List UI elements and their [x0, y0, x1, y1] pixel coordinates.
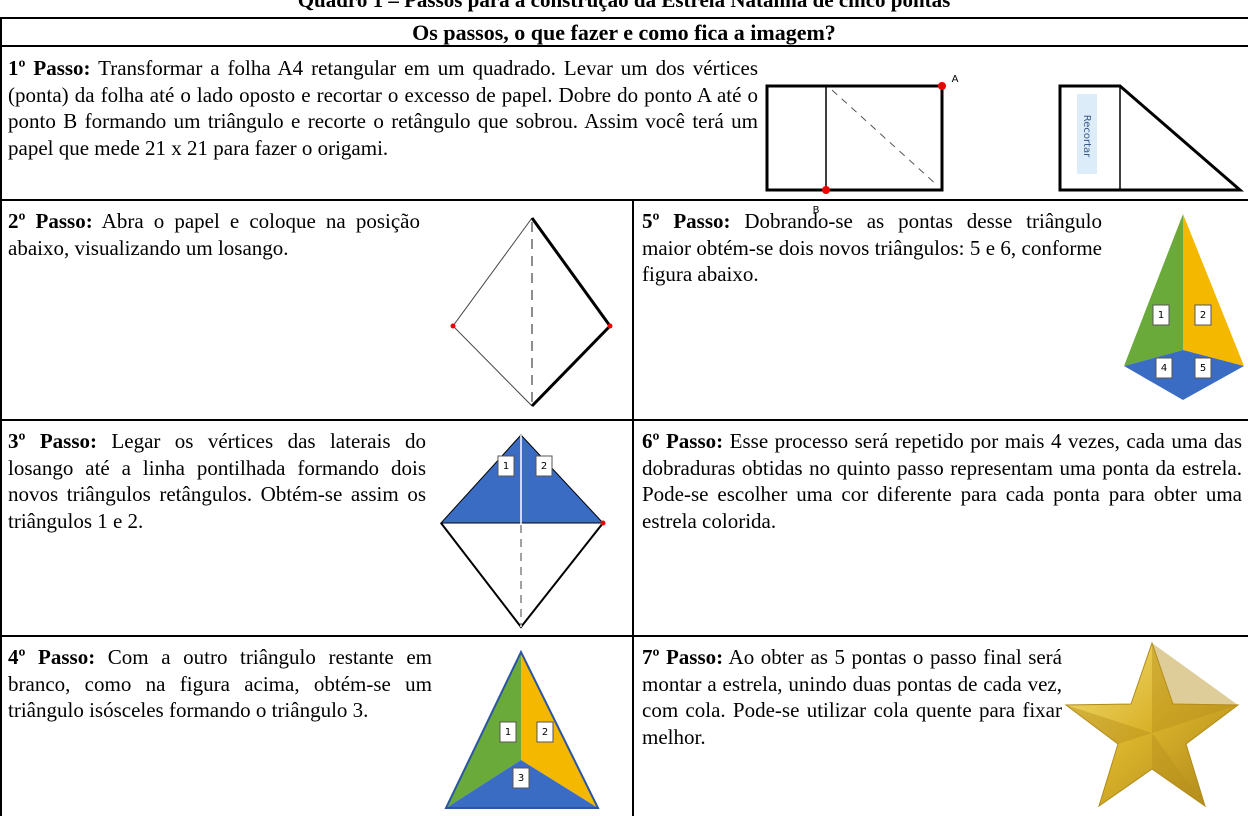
- border: [0, 17, 2, 816]
- step-label: 4º Passo:: [8, 645, 96, 669]
- step-text: Com a outro triângulo restante em branco…: [8, 645, 432, 722]
- border: [632, 200, 634, 816]
- step-1: 1º Passo: Transformar a folha A4 retangu…: [8, 55, 758, 161]
- fold-label: 5: [1200, 363, 1206, 374]
- step-label: 2º Passo:: [8, 209, 93, 233]
- step-text: Dobrando-se as pontas desse triângulo ma…: [642, 209, 1102, 286]
- step-text: Transformar a folha A4 retangular em um …: [8, 56, 758, 160]
- step-text: Ao obter as 5 pontas o passo final será …: [642, 645, 1062, 749]
- fold-label: 1: [503, 461, 509, 472]
- caption: Quadro 1 – Passos para a construção da E…: [297, 0, 951, 12]
- border: [0, 45, 1248, 47]
- fold-label: 2: [1200, 310, 1206, 321]
- fold-label: 1: [505, 727, 511, 738]
- step-3: 3º Passo: Legar os vértices das laterais…: [8, 428, 426, 534]
- step-6: 6º Passo: Esse processo será repetido po…: [642, 428, 1242, 534]
- step1-figure: A B Recortar: [765, 74, 1245, 216]
- border: [0, 635, 1248, 637]
- fold-label: 2: [542, 727, 548, 738]
- step-5: 5º Passo: Dobrando-se as pontas desse tr…: [642, 208, 1102, 288]
- cut-button: Recortar: [1081, 115, 1092, 158]
- step-label: 6º Passo:: [642, 429, 724, 453]
- step3-figure: 1 2: [439, 434, 606, 629]
- step-label: 3º Passo:: [8, 429, 98, 453]
- table-title: Os passos, o que fazer e como fica a ima…: [412, 20, 836, 45]
- fold-label: 2: [541, 461, 547, 472]
- fold-label: 4: [1161, 363, 1167, 374]
- fold-label: 1: [1158, 310, 1164, 321]
- border: [0, 419, 1248, 421]
- step-label: 7º Passo:: [642, 645, 724, 669]
- border: [0, 199, 1248, 201]
- step7-star: [1064, 641, 1240, 808]
- step4-figure: 1 2 3: [444, 649, 600, 809]
- point-label: B: [813, 205, 820, 216]
- step-text: Esse processo será repetido por mais 4 v…: [642, 429, 1243, 533]
- step-text: Abra o papel e coloque na posição abaixo…: [8, 209, 420, 260]
- step-text: Legar os vértices das laterais do losang…: [8, 429, 426, 533]
- step2-figure: [450, 217, 613, 408]
- border: [0, 17, 1248, 19]
- point-label: A: [952, 74, 959, 85]
- step-label: 5º Passo:: [642, 209, 731, 233]
- step-7: 7º Passo: Ao obter as 5 pontas o passo f…: [642, 644, 1062, 750]
- fold-label: 3: [518, 773, 524, 784]
- step-label: 1º Passo:: [8, 56, 91, 80]
- step-2: 2º Passo: Abra o papel e coloque na posi…: [8, 208, 420, 261]
- step5-figure: 1 2 4 5: [1124, 214, 1244, 400]
- step-4: 4º Passo: Com a outro triângulo restante…: [8, 644, 432, 724]
